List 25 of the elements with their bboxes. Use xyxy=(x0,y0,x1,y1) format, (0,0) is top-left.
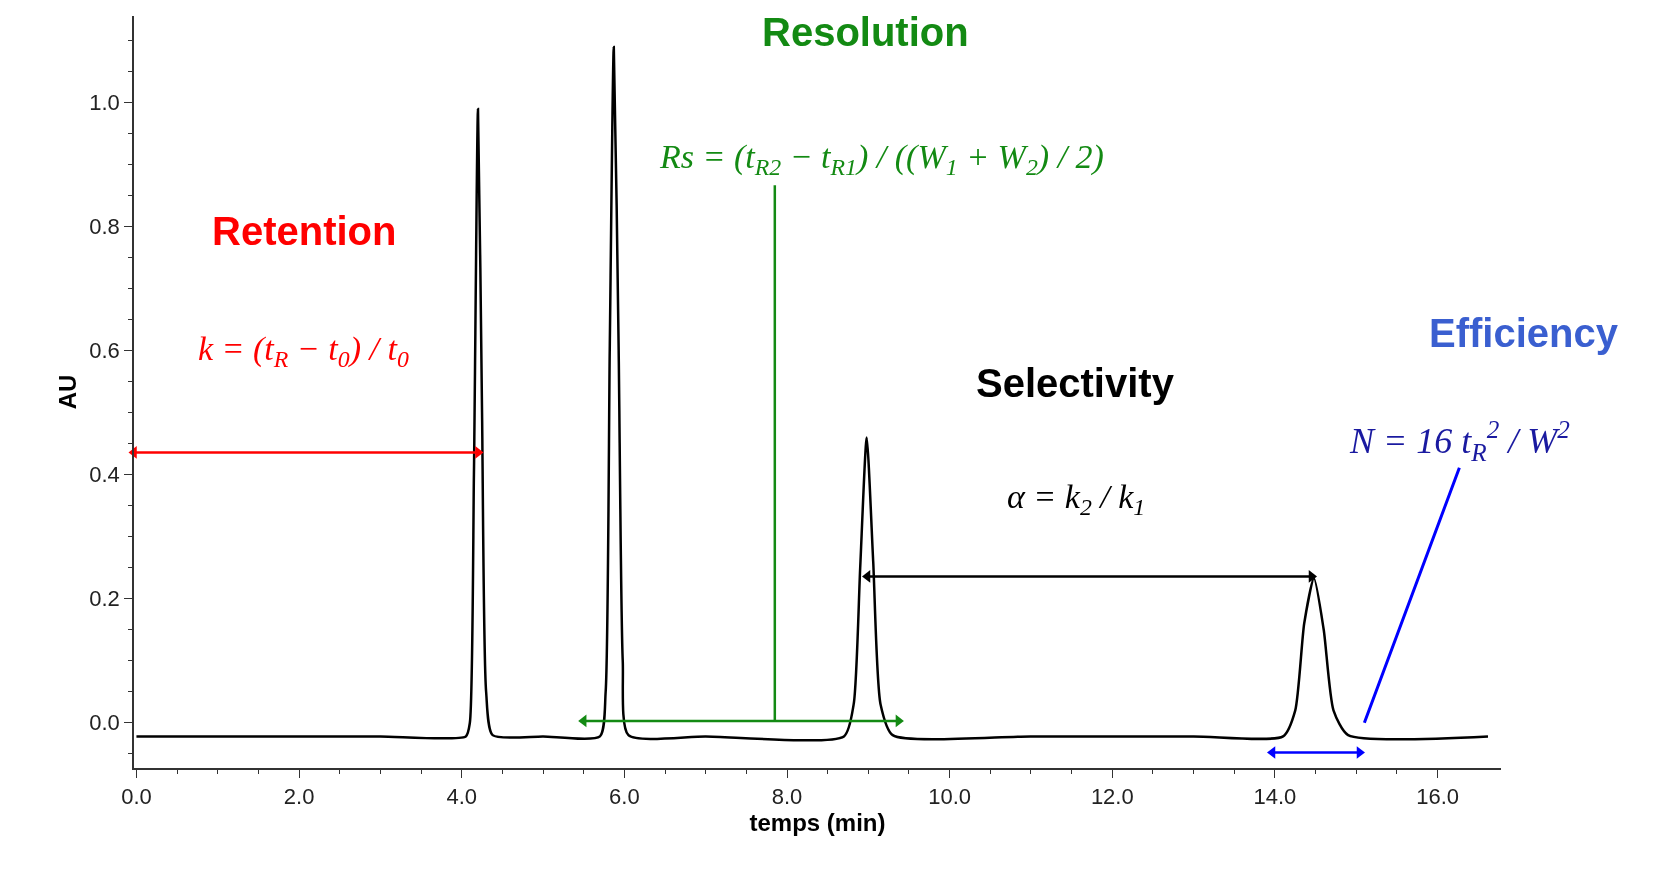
x-tick-label: 2.0 xyxy=(283,784,315,810)
x-tick-label: 6.0 xyxy=(609,784,640,810)
y-tick-label: 1.0 xyxy=(89,90,120,116)
annotation: k = (t$_{R}$ − t$_{0}$) / t$_{0}$ xyxy=(198,330,409,373)
x-tick-label: 10.0 xyxy=(928,784,972,810)
x-tick-label: 0.0 xyxy=(121,784,152,810)
y-tick-label: 0.6 xyxy=(89,338,120,364)
annotation: α = k$_{2}$ / k$_{1}$ xyxy=(1007,478,1146,521)
annotation: Retention xyxy=(212,209,397,253)
annotation: Selectivity xyxy=(976,361,1175,405)
annotation: Efficiency xyxy=(1429,311,1619,355)
x-tick-label: 4.0 xyxy=(446,784,478,810)
x-tick-label: 14.0 xyxy=(1253,784,1297,810)
y-tick-label: 0.2 xyxy=(89,586,120,612)
y-tick-label: 0.0 xyxy=(89,710,120,736)
y-axis-title: AU xyxy=(53,374,81,410)
annotation: N = 16 t$_{R}$$^{2}$ / W$^{2}$ xyxy=(1349,416,1571,466)
x-axis-title: temps (min) xyxy=(749,809,886,837)
y-tick-label: 0.8 xyxy=(89,214,120,240)
x-tick-label: 8.0 xyxy=(771,784,803,810)
x-tick-label: 16.0 xyxy=(1416,784,1459,810)
y-tick-label: 0.4 xyxy=(89,462,120,488)
x-tick-label: 12.0 xyxy=(1090,784,1134,810)
annotation: Resolution xyxy=(762,10,969,54)
text: Rs = (t$_{R2}$ − t$_{R1}$) / ((W$_{1}$ + W$_{2}$) / 2) xyxy=(660,138,1104,181)
